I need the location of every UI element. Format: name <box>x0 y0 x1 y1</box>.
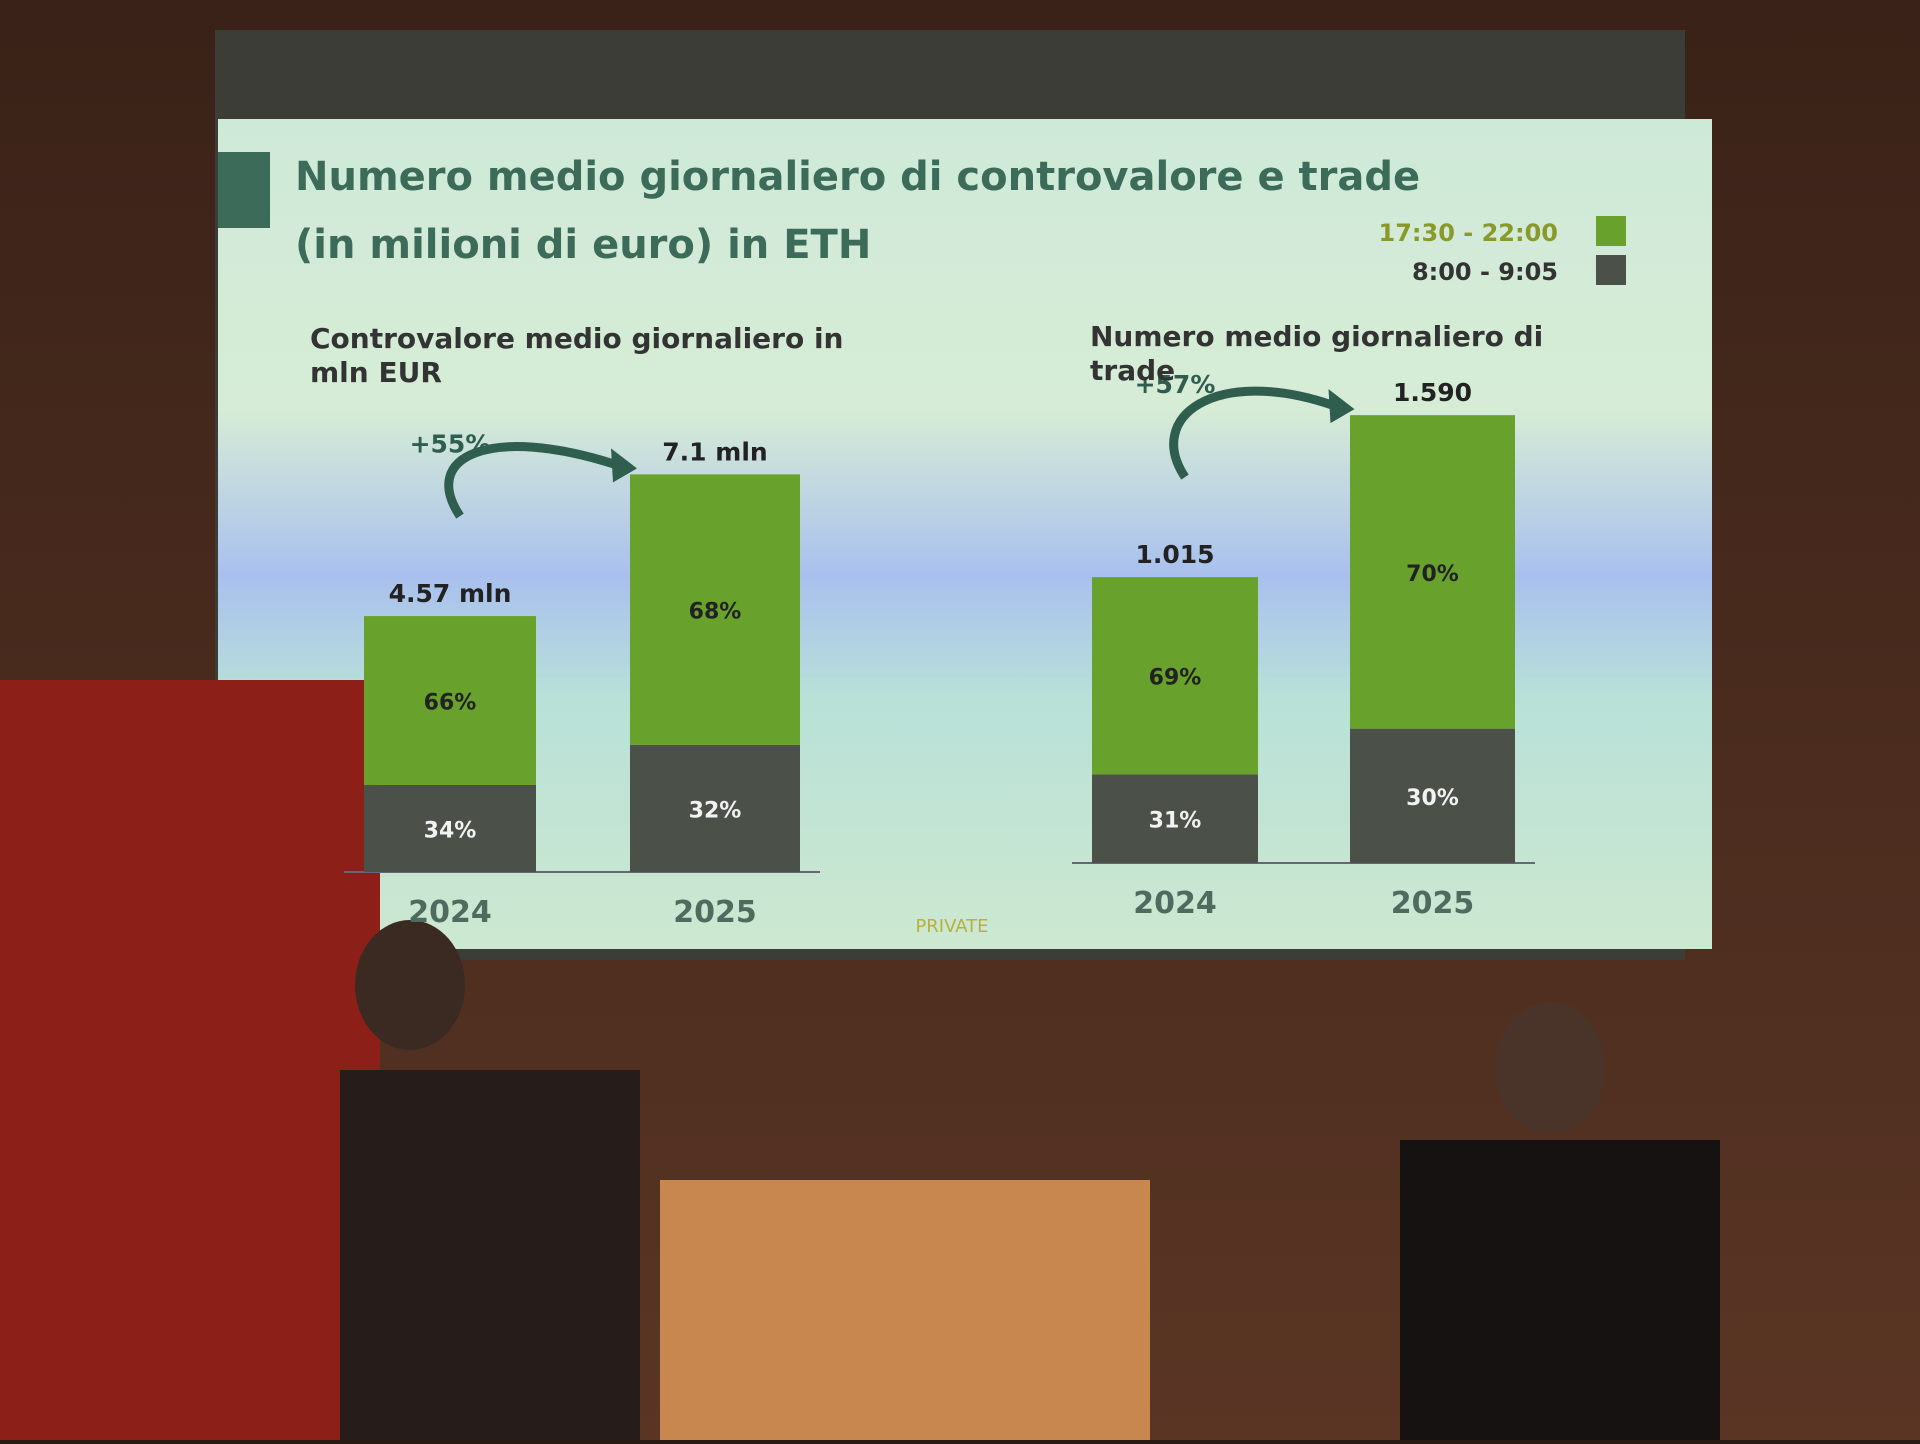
growth-arrow <box>1169 386 1334 480</box>
bar-segment <box>1350 415 1515 729</box>
audience <box>1400 1140 1720 1440</box>
segment-label: 34% <box>424 818 477 843</box>
x-tick-label: 2024 <box>1133 886 1217 921</box>
chart-title: Controvalore medio giornaliero in mln EU… <box>310 322 844 389</box>
bar-segment <box>364 784 536 872</box>
annotation: +57% <box>1135 370 1216 399</box>
legend-label: 17:30 - 22:00 <box>1379 219 1558 247</box>
chart-title: Numero medio giornaliero di trade <box>1090 320 1544 387</box>
segment-label: 69% <box>1149 666 1202 691</box>
growth-arrow <box>444 442 617 519</box>
bar-segment <box>364 616 536 785</box>
total-label: 7.1 mln <box>662 437 767 466</box>
slide-title: Numero medio giornaliero di controvalore… <box>295 154 1420 200</box>
growth-arrow-head <box>611 448 637 483</box>
bar-segment <box>1092 774 1258 863</box>
annotation: +55% <box>410 429 491 458</box>
title-marker <box>218 152 270 228</box>
legend-swatch <box>1596 216 1626 246</box>
legend-swatch <box>1596 255 1626 285</box>
segment-label: 31% <box>1149 809 1202 834</box>
segment-label: 30% <box>1406 786 1459 811</box>
growth-arrow-head <box>1328 389 1355 424</box>
total-label: 4.57 mln <box>389 579 512 608</box>
x-tick-label: 2025 <box>1391 886 1475 921</box>
total-label: 1.015 <box>1135 540 1214 569</box>
audience <box>340 1070 640 1440</box>
podium <box>660 1180 1150 1440</box>
x-tick-label: 2025 <box>673 895 757 930</box>
bar-segment <box>1350 728 1515 863</box>
audience <box>1495 1002 1605 1134</box>
footer: PRIVATE <box>915 916 988 937</box>
audience <box>355 920 465 1050</box>
bar-segment <box>630 474 800 745</box>
audience <box>0 680 380 1440</box>
segment-label: 70% <box>1406 562 1459 587</box>
slide-subtitle: (in milioni di euro) in ETH <box>295 222 871 268</box>
segment-label: 68% <box>689 600 742 625</box>
total-label: 1.590 <box>1393 378 1472 407</box>
bar-segment <box>1092 577 1258 775</box>
segment-label: 32% <box>689 798 742 823</box>
bar-segment <box>630 744 800 872</box>
segment-label: 66% <box>424 691 477 716</box>
x-tick-label: 2024 <box>408 895 492 930</box>
legend-label: 8:00 - 9:05 <box>1412 258 1558 286</box>
